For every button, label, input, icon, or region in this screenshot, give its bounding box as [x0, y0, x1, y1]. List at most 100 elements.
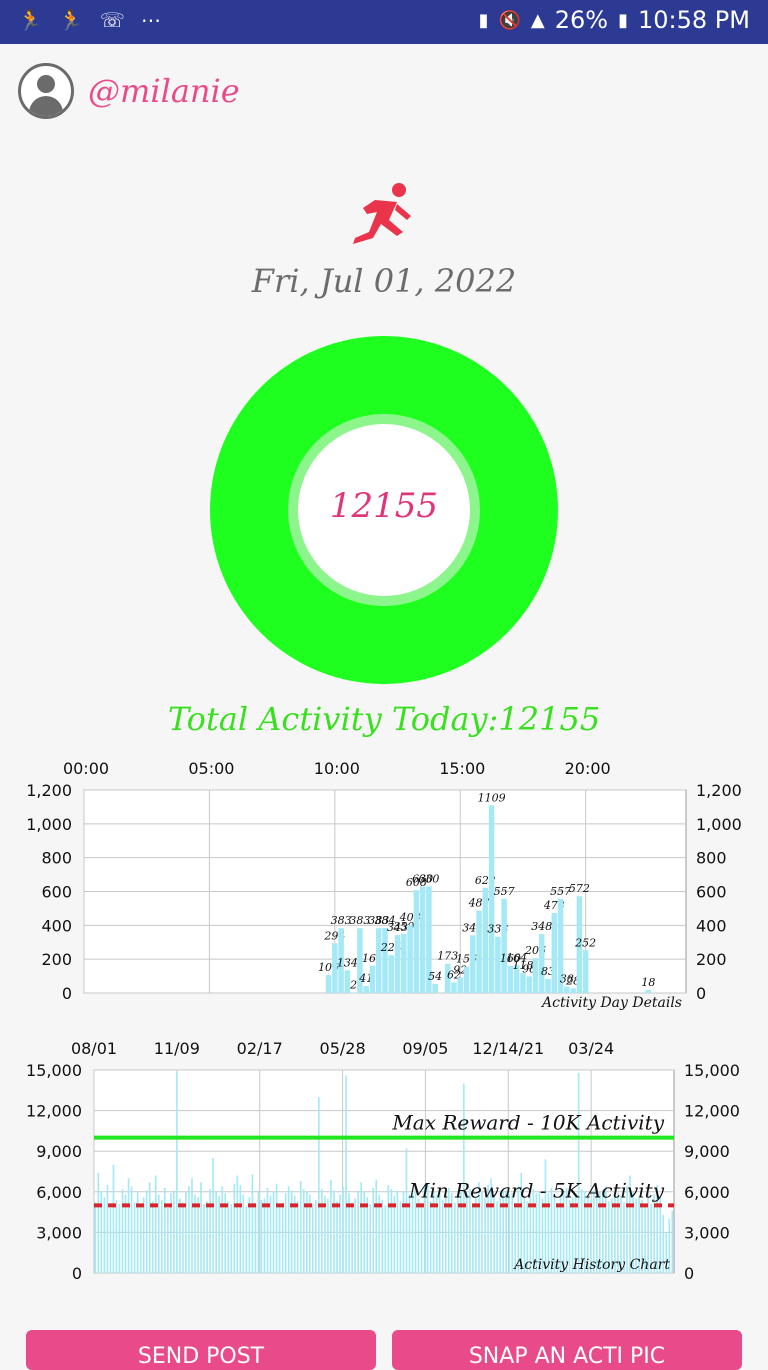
chart-bar: [484, 1199, 486, 1273]
reward-line-label: Max Reward - 10K Activity: [391, 1111, 664, 1135]
chart-bar: [143, 1197, 145, 1273]
chart-bar: [155, 1176, 157, 1273]
y-tick-label: 1,200: [26, 781, 72, 800]
chart-bar: [221, 1186, 223, 1273]
chart-bar: [230, 1204, 232, 1273]
chart-bar: [476, 911, 482, 993]
chart-bar: [407, 925, 413, 993]
chart-bar: [489, 805, 495, 993]
chart-bar: [382, 928, 388, 993]
chart-bar: [545, 1159, 547, 1273]
chart-bar: [161, 1200, 163, 1273]
missed-call-icon: ☏: [100, 8, 125, 32]
chart-bar: [276, 1184, 278, 1273]
profile-header[interactable]: @milanie: [18, 62, 240, 120]
chart-bar: [363, 986, 369, 993]
chart-bar: [533, 958, 539, 993]
chart-bar: [279, 1205, 281, 1273]
y-tick-label-right: 600: [696, 883, 727, 902]
chart-bar: [526, 976, 532, 993]
more-notifications-icon: ⋯: [141, 8, 161, 32]
chart-bar: [391, 1189, 393, 1273]
chart-bar: [218, 1196, 220, 1273]
bar-label: 54: [428, 970, 442, 983]
bar-label: 630: [418, 872, 439, 885]
bar-label: 557: [494, 885, 515, 898]
chart-bar: [370, 966, 376, 993]
chart-bar: [167, 1208, 169, 1273]
send-post-button[interactable]: SEND POST: [26, 1330, 376, 1370]
chart-bar: [412, 1193, 414, 1273]
chart-bar: [246, 1207, 248, 1273]
chart-bar: [646, 990, 652, 993]
clock: 10:58 PM: [638, 6, 750, 34]
chart-bar: [470, 935, 476, 993]
bar-label: 348: [531, 920, 552, 933]
chart-bar: [197, 1197, 199, 1273]
chart-bar: [113, 1165, 115, 1273]
x-tick-label: 11/09: [154, 1039, 200, 1058]
chart-bar: [312, 1204, 314, 1273]
chart-bar: [110, 1208, 112, 1273]
chart-bar: [457, 977, 463, 993]
chart-bar: [227, 1201, 229, 1273]
chart-bar: [520, 973, 526, 993]
chart-bar: [303, 1189, 305, 1273]
chart-title: Activity Day Details: [540, 995, 682, 1011]
chart-bar: [243, 1195, 245, 1273]
battery-icon: ▮: [618, 10, 628, 31]
chart-bar: [164, 1188, 166, 1273]
chart-bar: [134, 1203, 136, 1273]
chart-bar: [300, 1181, 302, 1273]
x-tick-label: 02/17: [237, 1039, 283, 1058]
y-tick-label-right: 6,000: [684, 1183, 730, 1202]
chart-bar: [400, 1201, 402, 1273]
chart-bar: [173, 1190, 175, 1273]
chart-bar: [294, 1196, 296, 1273]
chart-bar: [179, 1199, 181, 1273]
avatar[interactable]: [18, 63, 74, 119]
chart-bar: [421, 1203, 423, 1273]
chart-bar: [233, 1184, 235, 1273]
y-tick-label: 12,000: [26, 1102, 82, 1121]
chart-bar: [394, 1196, 396, 1273]
bar-label: 572: [569, 882, 590, 895]
chart-bar: [95, 1203, 97, 1273]
battery-percent: 26%: [555, 6, 608, 34]
y-tick-label: 0: [62, 984, 72, 1003]
chart-bar: [333, 1190, 335, 1273]
chart-bar: [578, 1073, 580, 1273]
chart-bar: [191, 1178, 193, 1273]
y-tick-label-right: 400: [696, 916, 727, 935]
x-tick-label: 05/28: [320, 1039, 366, 1058]
chart-bar: [414, 890, 420, 993]
username: @milanie: [88, 72, 240, 110]
chart-bar: [326, 975, 332, 993]
chart-bar: [481, 1192, 483, 1273]
x-tick-label: 12/14/21: [472, 1039, 544, 1058]
chart-bar: [466, 1195, 468, 1273]
chart-bar: [236, 1176, 238, 1273]
chart-bar: [508, 1195, 510, 1273]
chart-bar: [460, 1190, 462, 1273]
chart-bar: [375, 1180, 377, 1273]
chart-bar: [385, 1205, 387, 1273]
chart-bar: [433, 1190, 435, 1273]
chart-bar: [104, 1197, 106, 1273]
x-tick-label: 15:00: [439, 759, 485, 778]
y-tick-label-right: 800: [696, 849, 727, 868]
chart-bar: [564, 987, 570, 993]
chart-bar: [418, 1199, 420, 1273]
chart-bar: [342, 1186, 344, 1273]
chart-bar: [107, 1185, 109, 1273]
y-tick-label-right: 9,000: [684, 1142, 730, 1161]
chart-bar: [182, 1203, 184, 1273]
snap-pic-button[interactable]: SNAP AN ACTI PIC: [392, 1330, 742, 1370]
chart-bar: [483, 888, 489, 993]
chart-bar: [454, 1203, 456, 1273]
chart-bar: [327, 1199, 329, 1273]
y-tick-label: 6,000: [36, 1183, 82, 1202]
chart-bar: [149, 1182, 151, 1273]
chart-bar: [388, 1185, 390, 1273]
